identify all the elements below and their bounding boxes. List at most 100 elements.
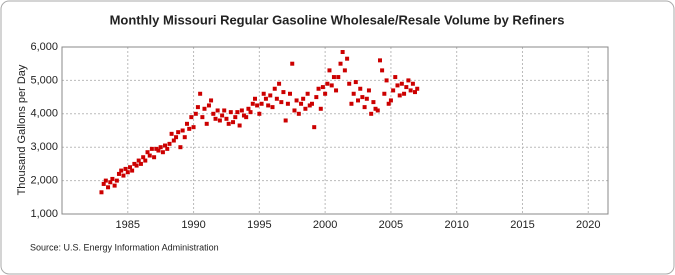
point — [165, 146, 170, 151]
point — [250, 101, 255, 106]
point — [174, 135, 179, 140]
point — [303, 106, 308, 111]
point — [340, 50, 345, 55]
point — [244, 115, 249, 120]
point — [399, 81, 404, 86]
point — [106, 185, 111, 190]
point — [123, 166, 128, 171]
point — [138, 161, 143, 166]
point — [375, 108, 380, 113]
point — [386, 101, 391, 106]
point — [347, 81, 352, 86]
point — [320, 85, 325, 90]
point — [270, 105, 275, 110]
point — [121, 173, 126, 178]
point — [342, 68, 347, 73]
point — [160, 150, 165, 155]
point — [189, 115, 194, 120]
x-tick-label: 1990 — [181, 219, 205, 231]
point — [128, 165, 133, 170]
point — [366, 88, 371, 93]
point — [228, 110, 233, 115]
point — [255, 103, 260, 108]
point — [215, 108, 220, 113]
point — [169, 131, 174, 136]
y-tick-label: 2,000 — [30, 175, 58, 187]
point — [158, 145, 163, 150]
point — [369, 111, 374, 116]
point — [141, 155, 146, 160]
chart-title: Monthly Missouri Regular Gasoline Wholes… — [110, 12, 565, 27]
point — [101, 181, 106, 186]
point — [345, 56, 350, 61]
x-tick-label: 1995 — [247, 219, 271, 231]
point — [272, 86, 277, 91]
point — [112, 183, 117, 188]
point — [307, 103, 312, 108]
point — [193, 111, 198, 116]
point — [259, 101, 264, 106]
point — [299, 101, 304, 106]
point — [222, 108, 227, 113]
point — [237, 123, 242, 128]
point — [202, 106, 207, 111]
point — [226, 121, 231, 126]
point — [281, 90, 286, 95]
point — [147, 153, 152, 158]
point — [277, 81, 282, 86]
point — [290, 61, 295, 66]
point — [388, 98, 393, 103]
point — [382, 91, 387, 96]
point — [99, 190, 104, 195]
y-tick-label: 3,000 — [30, 141, 58, 153]
point — [233, 115, 238, 120]
point — [268, 93, 273, 98]
point — [154, 146, 159, 151]
y-axis-label: Thousand Gallons per Day — [16, 64, 28, 195]
point — [353, 80, 358, 85]
point — [412, 90, 417, 95]
point — [211, 111, 216, 116]
point — [404, 85, 409, 90]
point — [119, 168, 124, 173]
point — [305, 91, 310, 96]
x-tick-label: 2020 — [576, 219, 600, 231]
point — [279, 100, 284, 105]
point — [395, 83, 400, 88]
y-tick-label: 5,000 — [30, 74, 58, 86]
point — [198, 91, 203, 96]
point — [130, 168, 135, 173]
point — [136, 158, 141, 163]
point — [406, 78, 411, 83]
y-tick-label: 4,000 — [30, 108, 58, 120]
x-tick-label: 1985 — [116, 219, 140, 231]
point — [220, 113, 225, 118]
point — [397, 93, 402, 98]
point — [200, 115, 205, 120]
point — [152, 155, 157, 160]
point — [134, 163, 139, 168]
point — [178, 145, 183, 150]
x-tick-label: 2010 — [444, 219, 468, 231]
point — [132, 161, 137, 166]
point — [296, 111, 301, 116]
point — [176, 130, 181, 135]
point — [288, 91, 293, 96]
point — [338, 61, 343, 66]
point — [415, 86, 420, 91]
point — [167, 141, 172, 146]
point — [410, 81, 415, 86]
point — [318, 106, 323, 111]
point — [393, 75, 398, 80]
point — [309, 101, 314, 106]
point — [110, 176, 115, 181]
point — [191, 125, 196, 130]
point — [209, 98, 214, 103]
x-tick-label: 2000 — [313, 219, 337, 231]
point — [364, 96, 369, 101]
point — [213, 116, 218, 121]
point — [224, 116, 229, 121]
point — [314, 95, 319, 100]
point — [246, 106, 251, 111]
point — [360, 95, 365, 100]
